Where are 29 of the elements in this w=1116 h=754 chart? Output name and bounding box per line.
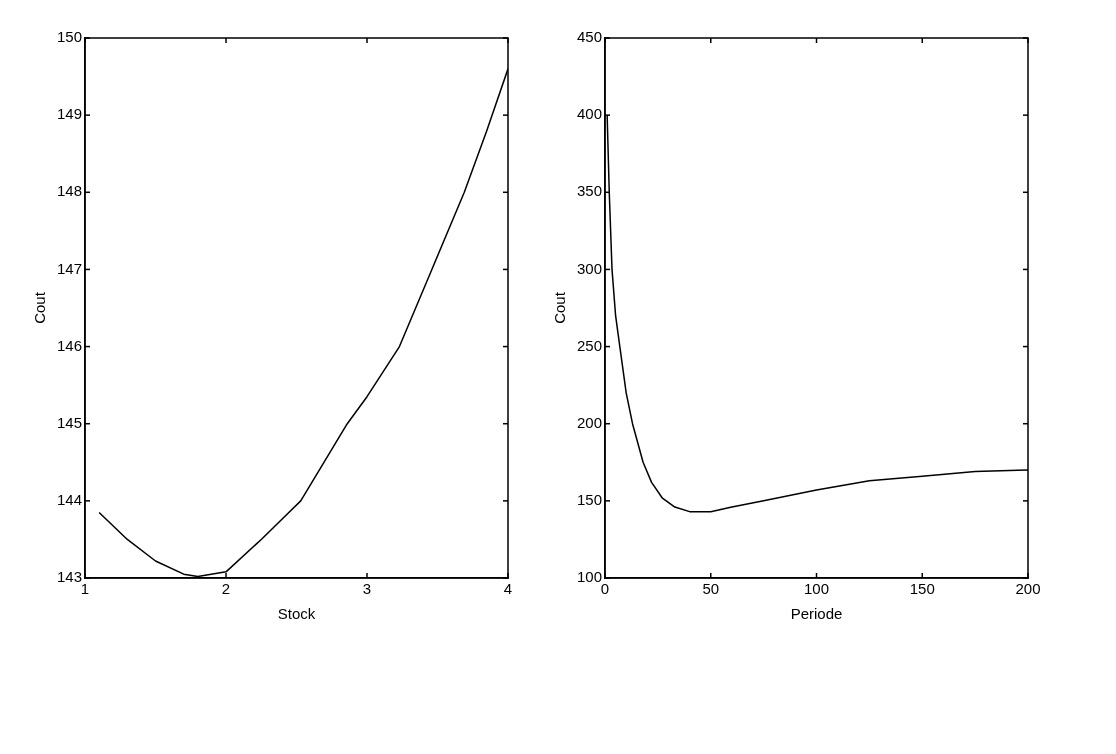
y-tick-label: 400 xyxy=(577,105,603,123)
y-axis-title: Cout xyxy=(31,291,49,324)
x-tick-label: 3 xyxy=(362,580,372,598)
x-tick-label: 200 xyxy=(1015,580,1041,598)
x-tick-label: 100 xyxy=(804,580,830,598)
y-tick-label: 200 xyxy=(577,413,603,431)
y-tick-label: 250 xyxy=(577,336,603,354)
y-axis-title: Cout xyxy=(551,291,569,324)
y-tick-label: 150 xyxy=(57,28,83,46)
y-tick-label: 149 xyxy=(57,105,83,123)
x-axis-title: Stock xyxy=(277,605,316,623)
y-tick-label: 146 xyxy=(57,336,83,354)
y-tick-label: 350 xyxy=(577,182,603,200)
x-tick-label: 2 xyxy=(221,580,231,598)
x-axis-title: Periode xyxy=(790,605,843,623)
y-tick-label: 147 xyxy=(57,259,83,277)
y-tick-label: 143 xyxy=(57,568,83,586)
y-tick-label: 100 xyxy=(577,568,603,586)
y-tick-label: 148 xyxy=(57,182,83,200)
x-tick-label: 1 xyxy=(80,580,90,598)
y-tick-label: 145 xyxy=(57,413,83,431)
y-tick-label: 150 xyxy=(577,491,603,508)
x-tick-label: 4 xyxy=(503,580,513,598)
x-tick-label: 50 xyxy=(702,580,720,598)
x-tick-label: 0 xyxy=(600,580,610,598)
y-tick-label: 300 xyxy=(577,259,603,277)
y-tick-label: 450 xyxy=(577,28,603,46)
x-tick-label: 150 xyxy=(909,580,935,598)
y-tick-label: 144 xyxy=(57,491,83,508)
